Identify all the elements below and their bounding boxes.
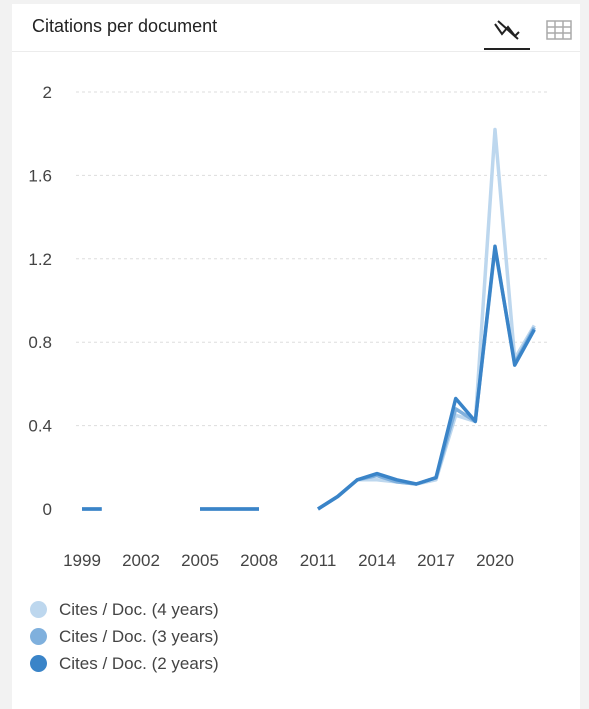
line-chart-view-button[interactable] [484, 12, 530, 50]
chart-title: Citations per document [32, 16, 218, 36]
x-tick-label: 2008 [240, 551, 278, 570]
y-tick-label: 2 [43, 83, 52, 102]
y-tick-label: 0 [43, 500, 52, 519]
y-tick-label: 1.6 [28, 166, 52, 185]
x-tick-label: 2002 [122, 551, 160, 570]
line-chart-icon [494, 20, 520, 40]
legend-item[interactable]: Cites / Doc. (3 years) [30, 623, 219, 650]
chart-header: Citations per document [12, 4, 580, 52]
x-tick-label: 1999 [63, 551, 101, 570]
series-line [317, 244, 536, 511]
legend-swatch [30, 655, 47, 672]
x-tick-label: 2014 [358, 551, 396, 570]
legend-item[interactable]: Cites / Doc. (4 years) [30, 596, 219, 623]
y-tick-label: 0.4 [28, 417, 52, 436]
table-icon [546, 20, 572, 40]
legend-label: Cites / Doc. (4 years) [59, 599, 219, 619]
y-tick-label: 1.2 [28, 250, 52, 269]
y-tick-label: 0.8 [28, 333, 52, 352]
chart-legend: Cites / Doc. (4 years) Cites / Doc. (3 ye… [30, 596, 219, 677]
chart-card: Citations per document 0 0.4 0.8 1.2 1.6 2 199… [12, 4, 580, 709]
x-tick-label: 2005 [181, 551, 219, 570]
x-tick-label: 2011 [300, 551, 337, 570]
legend-label: Cites / Doc. (3 years) [59, 626, 219, 646]
line-chart: 0 0.4 0.8 1.2 1.6 2 1999 2002 2005 2008 2011 2014 20… [28, 83, 547, 570]
legend-swatch [30, 628, 47, 645]
table-view-button[interactable] [536, 12, 582, 48]
legend-swatch [30, 601, 47, 618]
legend-item[interactable]: Cites / Doc. (2 years) [30, 650, 219, 677]
x-tick-label: 2017 [417, 551, 455, 570]
x-tick-label: 2020 [476, 551, 514, 570]
series-line [317, 127, 536, 511]
legend-label: Cites / Doc. (2 years) [59, 653, 219, 673]
